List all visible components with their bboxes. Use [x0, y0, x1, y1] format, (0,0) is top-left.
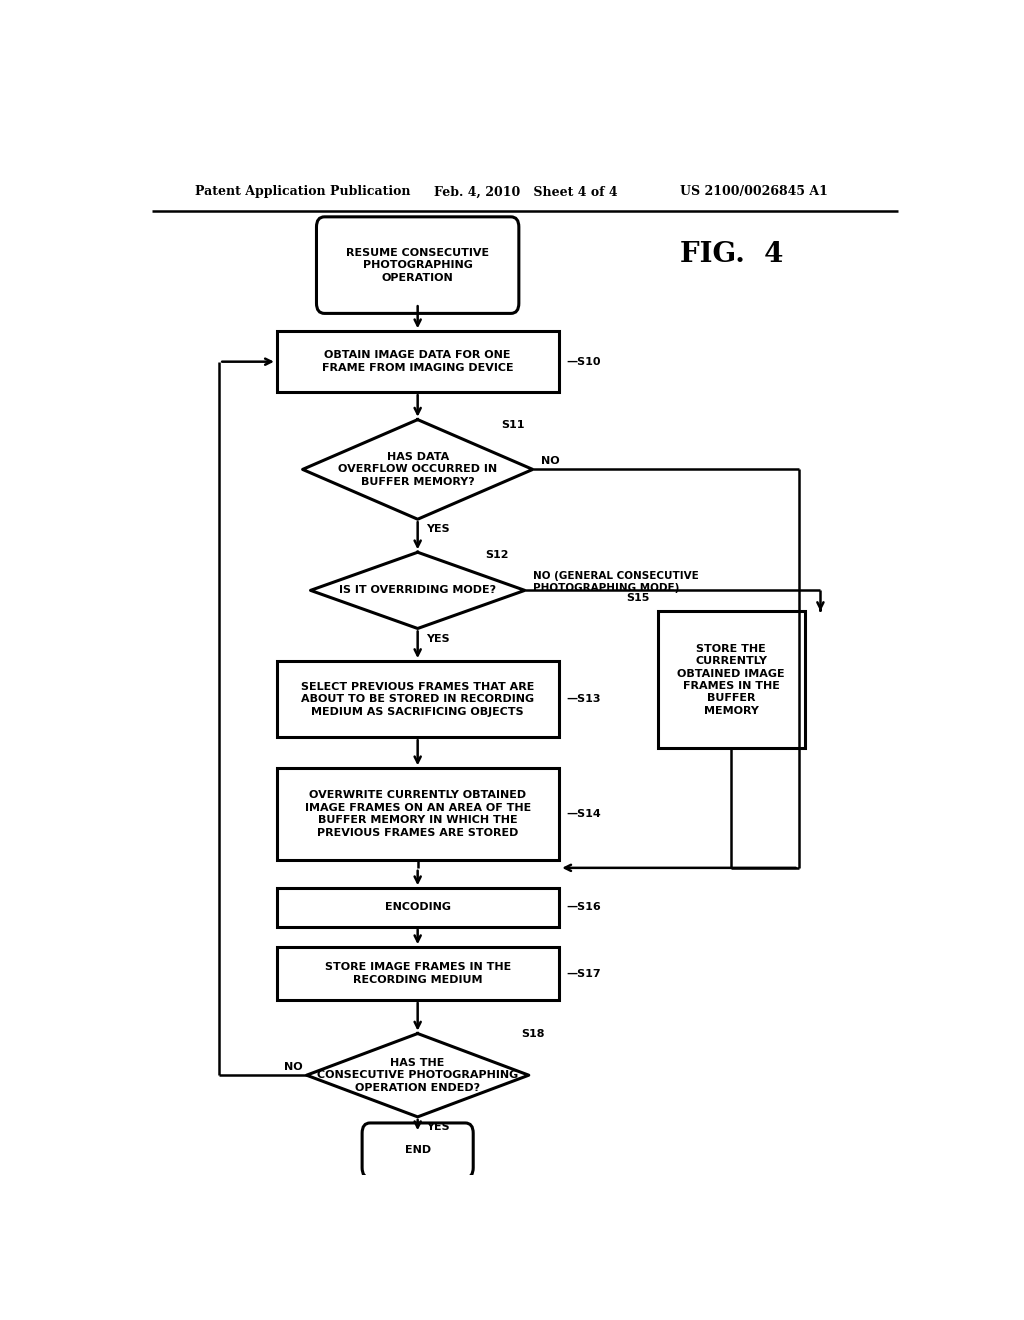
Text: NO (GENERAL CONSECUTIVE
PHOTOGRAPHING MODE): NO (GENERAL CONSECUTIVE PHOTOGRAPHING MO… — [532, 572, 698, 593]
Text: NO: NO — [284, 1063, 303, 1072]
Text: —S16: —S16 — [566, 903, 601, 912]
Text: FIG.  4: FIG. 4 — [680, 242, 783, 268]
Text: END: END — [404, 1146, 431, 1155]
Text: Feb. 4, 2010   Sheet 4 of 4: Feb. 4, 2010 Sheet 4 of 4 — [433, 185, 617, 198]
Text: —S14: —S14 — [566, 809, 601, 818]
Text: NO: NO — [541, 457, 559, 466]
Text: OVERWRITE CURRENTLY OBTAINED
IMAGE FRAMES ON AN AREA OF THE
BUFFER MEMORY IN WHI: OVERWRITE CURRENTLY OBTAINED IMAGE FRAME… — [304, 791, 530, 838]
Text: YES: YES — [426, 634, 450, 644]
Text: S12: S12 — [485, 550, 509, 561]
Text: OBTAIN IMAGE DATA FOR ONE
FRAME FROM IMAGING DEVICE: OBTAIN IMAGE DATA FOR ONE FRAME FROM IMA… — [322, 351, 513, 372]
Text: IS IT OVERRIDING MODE?: IS IT OVERRIDING MODE? — [339, 585, 497, 595]
Text: STORE THE
CURRENTLY
OBTAINED IMAGE
FRAMES IN THE
BUFFER
MEMORY: STORE THE CURRENTLY OBTAINED IMAGE FRAME… — [677, 644, 785, 715]
FancyBboxPatch shape — [362, 1123, 473, 1177]
Text: Patent Application Publication: Patent Application Publication — [196, 185, 411, 198]
Text: S11: S11 — [501, 420, 524, 430]
Bar — [276, 661, 558, 738]
Text: YES: YES — [426, 1122, 450, 1133]
Text: RESUME CONSECUTIVE
PHOTOGRAPHING
OPERATION: RESUME CONSECUTIVE PHOTOGRAPHING OPERATI… — [346, 248, 489, 282]
Polygon shape — [306, 1034, 528, 1117]
Polygon shape — [310, 552, 524, 628]
Bar — [657, 611, 805, 748]
Text: HAS THE
CONSECUTIVE PHOTOGRAPHING
OPERATION ENDED?: HAS THE CONSECUTIVE PHOTOGRAPHING OPERAT… — [317, 1057, 518, 1093]
Text: —S13: —S13 — [566, 694, 601, 704]
Bar — [276, 948, 558, 1001]
Text: US 2100/0026845 A1: US 2100/0026845 A1 — [680, 185, 827, 198]
Text: S18: S18 — [521, 1028, 545, 1039]
Text: HAS DATA
OVERFLOW OCCURRED IN
BUFFER MEMORY?: HAS DATA OVERFLOW OCCURRED IN BUFFER MEM… — [338, 451, 498, 487]
Bar — [276, 331, 558, 392]
Bar — [276, 768, 558, 859]
Text: S15: S15 — [627, 593, 650, 603]
Text: SELECT PREVIOUS FRAMES THAT ARE
ABOUT TO BE STORED IN RECORDING
MEDIUM AS SACRIF: SELECT PREVIOUS FRAMES THAT ARE ABOUT TO… — [301, 681, 535, 717]
Text: —S10: —S10 — [566, 356, 601, 367]
Text: —S17: —S17 — [566, 969, 601, 978]
Text: ENCODING: ENCODING — [385, 903, 451, 912]
Polygon shape — [303, 420, 532, 519]
FancyBboxPatch shape — [316, 216, 519, 313]
Text: STORE IMAGE FRAMES IN THE
RECORDING MEDIUM: STORE IMAGE FRAMES IN THE RECORDING MEDI… — [325, 962, 511, 985]
Bar — [276, 888, 558, 927]
Text: YES: YES — [426, 524, 450, 535]
